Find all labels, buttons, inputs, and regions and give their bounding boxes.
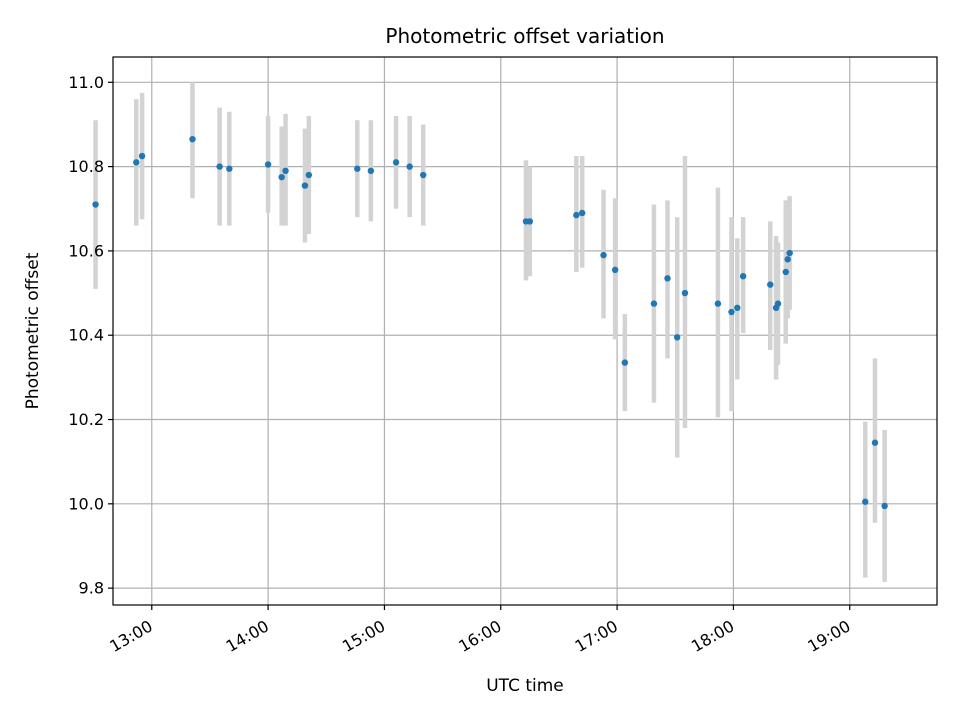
data-point — [92, 201, 99, 208]
data-point — [650, 300, 658, 307]
plot-area-frame — [112, 56, 938, 606]
data-point — [406, 163, 413, 170]
data-point — [226, 165, 233, 172]
y-tick-label: 9.8 — [79, 579, 104, 598]
data-point — [282, 167, 289, 175]
data-point — [673, 334, 681, 341]
data-point — [278, 173, 285, 181]
data-point — [728, 308, 735, 316]
data-point — [681, 289, 689, 297]
data-point — [216, 163, 223, 170]
data-point — [600, 251, 607, 259]
y-tick-label: 10.8 — [68, 157, 104, 176]
data-point — [621, 359, 629, 366]
y-tick-label: 10.4 — [68, 326, 104, 345]
y-tick-label: 10.0 — [68, 494, 104, 513]
data-point — [784, 256, 791, 263]
data-point — [664, 275, 671, 282]
data-point — [133, 159, 140, 166]
y-tick-label: 10.2 — [68, 410, 104, 429]
data-point — [526, 218, 534, 225]
data-point — [782, 268, 789, 276]
data-point — [189, 136, 196, 143]
chart-title: Photometric offset variation — [385, 24, 664, 48]
data-point — [862, 498, 869, 505]
data-point — [578, 209, 586, 217]
data-point — [611, 266, 619, 274]
y-axis-label: Photometric offset — [23, 252, 43, 409]
data-point — [573, 211, 580, 219]
y-tick-label: 10.6 — [68, 241, 104, 260]
data-point — [767, 281, 774, 288]
data-point — [774, 300, 782, 307]
data-point — [786, 249, 793, 257]
data-point — [305, 171, 313, 179]
data-point — [871, 439, 879, 446]
data-point — [264, 161, 272, 168]
data-point — [392, 159, 400, 166]
y-tick-label: 11.0 — [68, 73, 104, 92]
data-point — [420, 171, 427, 179]
x-axis-label: UTC time — [486, 676, 564, 696]
data-point — [734, 304, 741, 312]
data-point — [367, 167, 375, 175]
data-point — [714, 300, 722, 307]
data-point — [739, 273, 747, 280]
data-point — [138, 152, 146, 160]
data-point — [354, 165, 361, 172]
data-points — [92, 136, 888, 510]
data-point — [301, 182, 309, 189]
gridlines — [113, 57, 937, 605]
data-point — [881, 502, 888, 510]
